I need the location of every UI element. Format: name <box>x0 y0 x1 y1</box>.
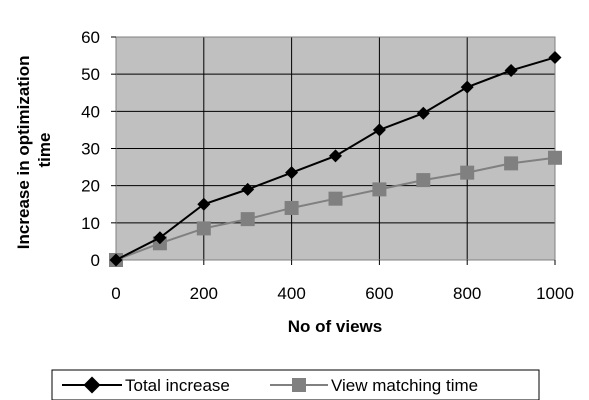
point-view-matching-time-200 <box>196 221 211 236</box>
point-view-matching-time-400 <box>284 200 299 215</box>
point-total-increase-500 <box>329 149 342 163</box>
x-axis-title: No of views <box>288 317 382 336</box>
x-tick-label-1000: 1000 <box>536 284 574 303</box>
point-total-increase-700 <box>416 106 430 120</box>
point-total-increase-300 <box>241 182 255 196</box>
x-axis-ticks: 0 200 400 600 800 1000 <box>111 260 574 303</box>
x-tick-label-0: 0 <box>111 284 120 303</box>
point-view-matching-time-500 <box>328 191 343 206</box>
point-total-increase-800 <box>460 80 474 94</box>
point-total-increase-100 <box>153 231 167 245</box>
point-view-matching-time-600 <box>372 182 387 197</box>
y-tick-label-50: 50 <box>81 65 100 84</box>
point-view-matching-time-300 <box>240 212 255 227</box>
legend-label-total-increase: Total increase <box>125 376 230 395</box>
point-view-matching-time-700 <box>416 173 431 188</box>
y-tick-label-30: 30 <box>81 140 100 159</box>
legend: Total increase View matching time <box>51 369 540 400</box>
point-total-increase-900 <box>504 63 518 77</box>
y-axis-title-line-1: Increase in optimization <box>14 56 33 250</box>
legend-marker-total-increase <box>83 376 101 394</box>
series-total-increase <box>109 50 562 267</box>
point-total-increase-400 <box>285 166 299 180</box>
legend-item-view-matching-time: View matching time <box>270 376 478 395</box>
series-layer <box>109 50 562 267</box>
y-tick-label-10: 10 <box>81 214 100 233</box>
x-tick-label-800: 800 <box>453 284 481 303</box>
x-tick-label-400: 400 <box>277 284 305 303</box>
x-tick-label-200: 200 <box>190 284 218 303</box>
point-view-matching-time-800 <box>460 165 475 180</box>
point-total-increase-0 <box>109 253 123 267</box>
point-total-increase-600 <box>372 123 386 137</box>
y-tick-label-20: 20 <box>81 177 100 196</box>
x-tick-label-600: 600 <box>365 284 393 303</box>
point-total-increase-1000 <box>548 50 562 64</box>
legend-item-total-increase: Total increase <box>62 376 230 395</box>
point-view-matching-time-900 <box>504 156 519 171</box>
y-tick-label-0: 0 <box>91 251 100 270</box>
legend-marker-view-matching-time <box>292 378 306 392</box>
legend-label-view-matching-time: View matching time <box>331 376 478 395</box>
y-tick-label-60: 60 <box>81 28 100 47</box>
point-view-matching-time-1000 <box>548 150 562 165</box>
y-axis-ticks: 0 10 20 30 40 50 60 <box>81 28 116 270</box>
y-tick-label-40: 40 <box>81 102 100 121</box>
y-axis-title-line-2: time <box>35 133 54 168</box>
y-axis-title: Increase in optimization time <box>14 51 54 249</box>
point-total-increase-200 <box>197 197 211 211</box>
